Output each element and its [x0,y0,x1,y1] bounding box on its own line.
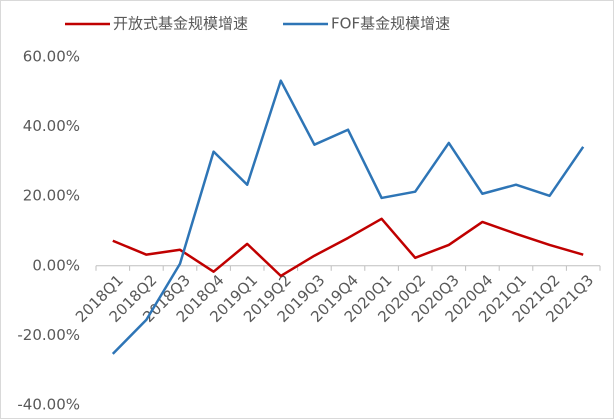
y-tick-label: -20.00% [17,326,80,344]
series-line [111,79,585,355]
legend-label: FOF基金规模增速 [331,15,450,33]
y-tick-label: -40.00% [17,396,80,414]
y-tick-label: 20.00% [23,187,80,205]
series-line [112,217,584,278]
y-tick-label: 40.00% [23,117,80,135]
y-tick-label: 60.00% [23,48,80,66]
y-tick-label: 0.00% [32,256,80,274]
legend-label: 开放式基金规模增速 [113,15,248,33]
